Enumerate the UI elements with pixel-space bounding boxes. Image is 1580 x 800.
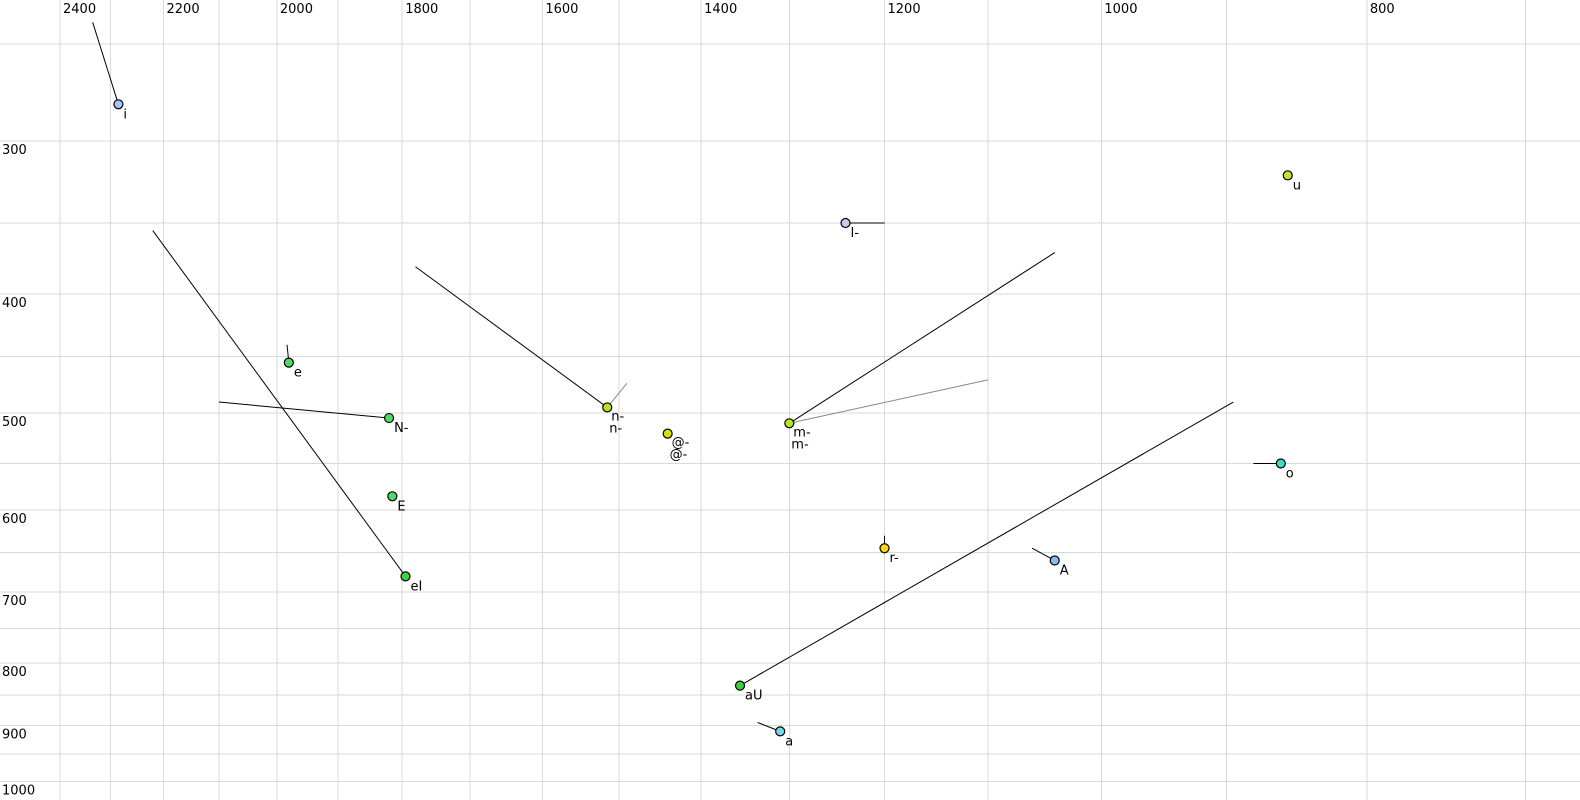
vowel-point-label-o: o [1286, 466, 1294, 481]
vowel-point-label-a: a [785, 734, 793, 749]
vowel-point-label-A: A [1060, 563, 1069, 578]
vowel-point-@- [662, 428, 673, 439]
vowel-point-label-m--2: m- [791, 437, 809, 452]
vowel-point-m- [784, 418, 795, 429]
vowel-point-i [113, 99, 124, 110]
vowel-point-eI [400, 571, 411, 582]
y-tick-label: 800 [2, 665, 27, 680]
vowel-point-a [775, 726, 786, 737]
x-tick-label: 1200 [888, 2, 921, 17]
formant-tail-line-m- [789, 379, 989, 424]
vowel-point-r- [879, 543, 890, 554]
vowel-point-label-e: e [294, 366, 302, 381]
y-tick-label: 300 [2, 143, 27, 158]
vowel-point-label-aU: aU [745, 689, 762, 704]
vowel-point-label-m--1: m- [793, 425, 811, 440]
y-tick-label: 500 [2, 415, 27, 430]
x-tick-label: 2000 [280, 2, 313, 17]
y-tick-label: 400 [2, 296, 27, 311]
x-tick-label: 1000 [1104, 2, 1137, 17]
vowel-point-label-i: i [123, 107, 127, 122]
y-tick-label: 700 [2, 594, 27, 609]
formant-tail-line-N- [218, 401, 390, 419]
x-tick-label: 2400 [63, 2, 96, 17]
vowel-point-label-eI: eI [411, 579, 423, 594]
vowel-point-label-u: u [1293, 178, 1301, 193]
vowel-point-aU [734, 680, 746, 691]
x-tick-label: 800 [1370, 2, 1395, 17]
vowel-point-label-@--1: @- [672, 436, 690, 451]
vowel-point-o [1275, 458, 1286, 469]
y-tick-label: 900 [2, 727, 27, 742]
formant-tail-line-eI [152, 230, 406, 577]
x-tick-label: 1800 [405, 2, 438, 17]
vowel-point-label-n--2: n- [609, 421, 622, 436]
vowel-point-label-E: E [397, 499, 405, 514]
x-tick-label: 1600 [545, 2, 578, 17]
vowel-point-A [1049, 555, 1060, 566]
vowel-point-u [1282, 170, 1293, 181]
formant-tail-line-aU [739, 401, 1234, 687]
vowel-point-N- [383, 412, 395, 424]
vowel-point-I- [840, 217, 851, 229]
formant-tail-line-i [92, 22, 119, 105]
vowel-point-label-N-: N- [394, 421, 409, 436]
x-tick-label: 2200 [167, 2, 200, 17]
formant-tail-line-n- [606, 382, 628, 408]
vowel-point-label-@--2: @- [670, 448, 688, 463]
vowel-point-label-n--1: n- [611, 409, 624, 424]
vowel-point-label-I-: I- [851, 226, 860, 241]
vowel-point-n- [602, 402, 613, 413]
formant-tail-line-m- [789, 252, 1056, 424]
formant-tail-line-n- [415, 266, 608, 408]
vowel-point-E [387, 491, 398, 502]
vowel-point-e [283, 357, 294, 368]
x-tick-label: 1400 [704, 2, 737, 17]
vowel-point-label-r-: r- [890, 551, 900, 566]
y-tick-label: 1000 [2, 784, 35, 799]
y-tick-label: 600 [2, 512, 27, 527]
